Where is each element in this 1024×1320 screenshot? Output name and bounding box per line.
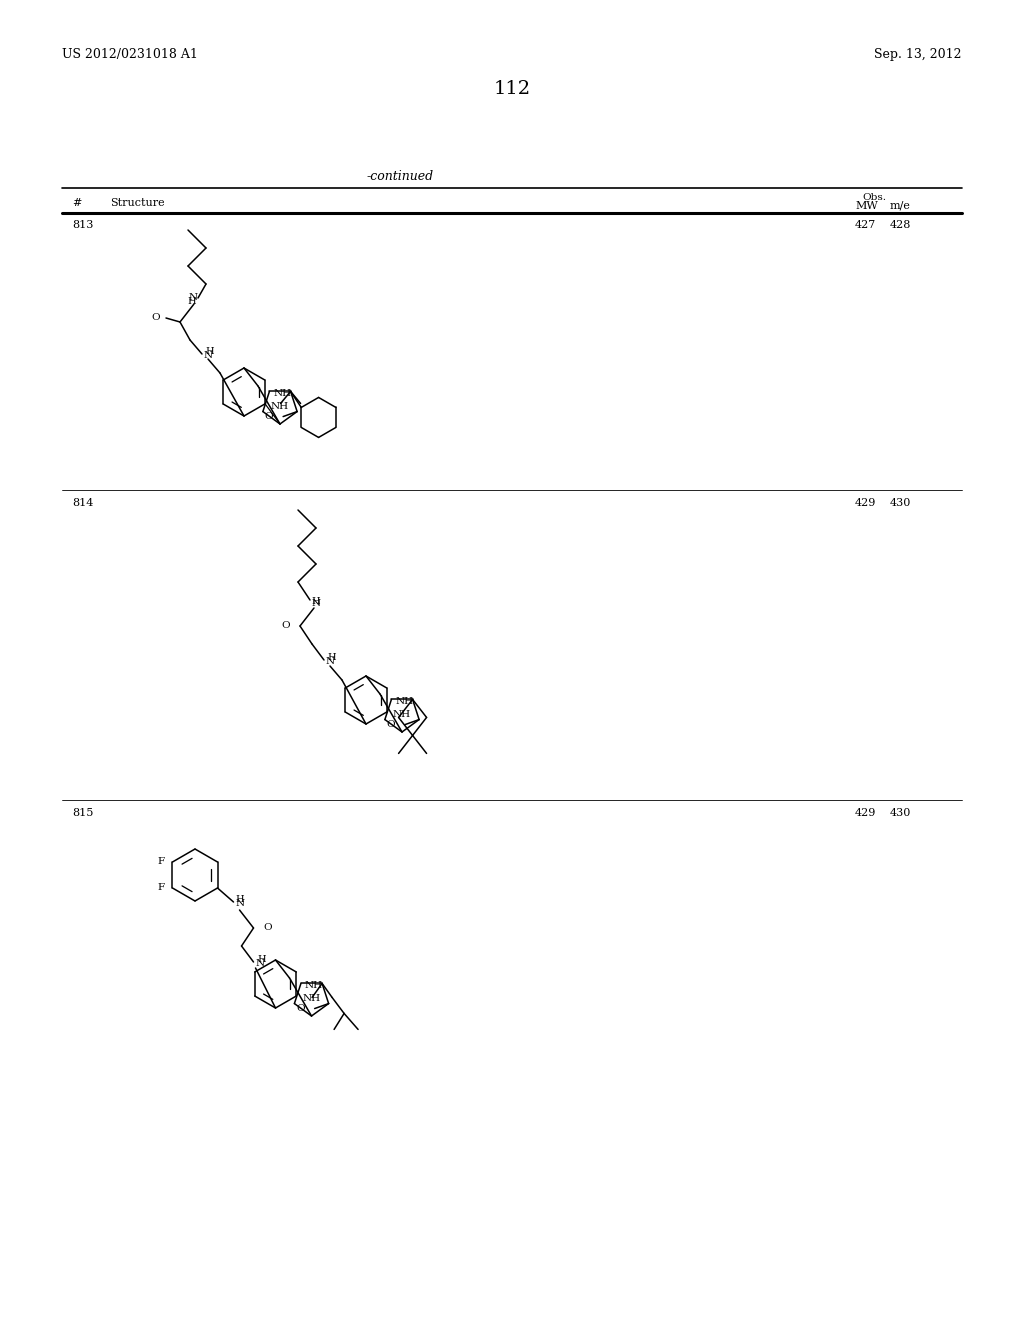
Text: O: O <box>152 314 160 322</box>
Text: O: O <box>282 622 291 631</box>
Text: F: F <box>158 883 165 892</box>
Text: N: N <box>188 293 198 302</box>
Text: O: O <box>263 924 271 932</box>
Text: H: H <box>236 895 244 904</box>
Text: -continued: -continued <box>367 170 433 183</box>
Text: N: N <box>312 599 322 609</box>
Text: Structure: Structure <box>110 198 165 209</box>
Text: 429: 429 <box>855 808 877 818</box>
Text: 430: 430 <box>890 498 911 508</box>
Text: 815: 815 <box>72 808 93 818</box>
Text: MW: MW <box>855 201 878 211</box>
Text: 813: 813 <box>72 220 93 230</box>
Text: 814: 814 <box>72 498 93 508</box>
Text: NH: NH <box>305 981 323 990</box>
Text: O: O <box>265 412 273 421</box>
Text: 428: 428 <box>890 220 911 230</box>
Text: NH: NH <box>271 403 289 411</box>
Text: N: N <box>236 899 245 908</box>
Text: H: H <box>187 297 197 306</box>
Text: 430: 430 <box>890 808 911 818</box>
Text: N: N <box>256 960 264 969</box>
Text: O: O <box>387 721 395 729</box>
Text: O: O <box>296 1005 305 1012</box>
Text: Sep. 13, 2012: Sep. 13, 2012 <box>874 48 962 61</box>
Text: 112: 112 <box>494 81 530 98</box>
Text: NH: NH <box>395 697 414 706</box>
Text: H: H <box>311 598 321 606</box>
Text: H: H <box>328 653 336 663</box>
Text: N: N <box>326 657 335 667</box>
Text: N: N <box>204 351 213 359</box>
Text: US 2012/0231018 A1: US 2012/0231018 A1 <box>62 48 198 61</box>
Text: NH: NH <box>273 389 292 397</box>
Text: m/e: m/e <box>890 201 911 211</box>
Text: NH: NH <box>302 994 321 1003</box>
Text: 427: 427 <box>855 220 877 230</box>
Text: #: # <box>72 198 81 209</box>
Text: NH: NH <box>393 710 411 719</box>
Text: Obs.: Obs. <box>862 193 886 202</box>
Text: H: H <box>257 956 266 965</box>
Text: H: H <box>206 346 214 355</box>
Text: F: F <box>158 858 165 866</box>
Text: 429: 429 <box>855 498 877 508</box>
